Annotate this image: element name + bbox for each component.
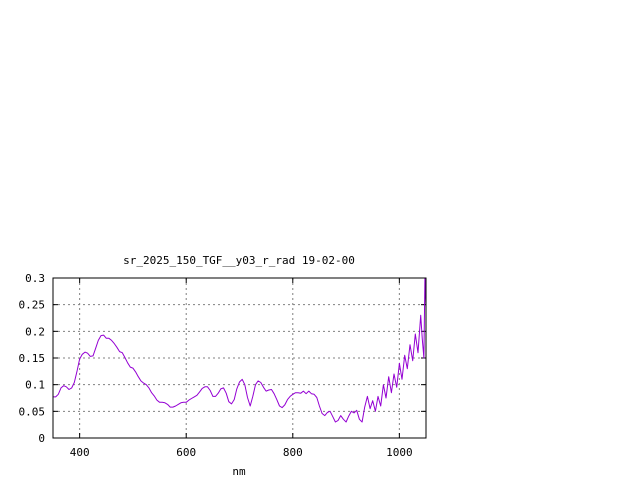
- series-line: [53, 277, 427, 423]
- y-tick-label: 0.1: [25, 379, 45, 392]
- y-tick-label: 0.3: [25, 272, 45, 285]
- tick-labels: 0 0.05 0.1 0.15 0.2 0.25 0.3 400 600 800 1000: [19, 272, 413, 459]
- y-tick-label: 0.2: [25, 325, 45, 338]
- x-axis-label: nm: [232, 465, 246, 478]
- x-tick-label: 400: [70, 446, 90, 459]
- y-tick-label: 0: [38, 432, 45, 445]
- y-tick-label: 0.05: [19, 405, 46, 418]
- y-tick-label: 0.25: [19, 299, 46, 312]
- plot-frame: [52, 277, 427, 439]
- x-tick-label: 1000: [386, 446, 413, 459]
- x-tick-label: 600: [176, 446, 196, 459]
- y-tick-label: 0.15: [19, 352, 46, 365]
- grid-lines: [53, 278, 426, 438]
- plot-area: [53, 277, 427, 423]
- chart-title: sr_2025_150_TGF__y03_r_rad 19-02-00: [123, 254, 355, 267]
- x-tick-label: 800: [283, 446, 303, 459]
